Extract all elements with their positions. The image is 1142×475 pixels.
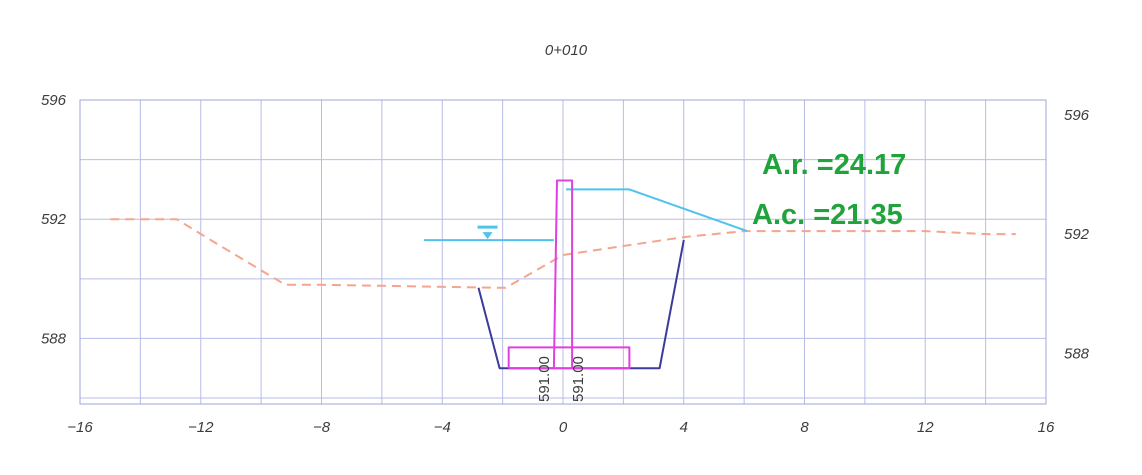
left-level-label: 591.00: [536, 356, 553, 402]
x-tick-label: 0: [559, 419, 568, 436]
x-tick-label: 8: [800, 419, 809, 436]
series-line-1: [110, 218, 1016, 289]
water-level-icon: [482, 232, 493, 240]
grid: [79, 99, 1047, 404]
series-line-6: [507, 346, 631, 370]
x-tick-label: −4: [434, 419, 451, 436]
area-ar-label: A.r. =24.17: [762, 149, 906, 181]
series-line-7: [552, 179, 574, 370]
tick-labels: −16 −12 −8 −4 0 4 8 12 16 596 596 592 592 588 588: [41, 92, 1090, 436]
y-tick-label-left: 596: [41, 92, 67, 109]
series-line-5: [572, 239, 685, 370]
area-ac-label: A.c. =21.35: [752, 199, 903, 231]
x-tick-label: −16: [67, 419, 93, 436]
y-tick-label-left: 588: [41, 330, 67, 347]
y-tick-label-right: 596: [1064, 107, 1090, 124]
plot-border: [79, 99, 1047, 405]
y-tick-label-left: 592: [41, 211, 67, 228]
x-tick-label: 12: [917, 419, 934, 436]
chart-title: 0+010: [545, 42, 588, 59]
plot-frame: [79, 99, 1047, 405]
series-line-3: [566, 188, 748, 233]
x-tick-label: 16: [1038, 419, 1055, 436]
y-tick-label-right: 592: [1064, 226, 1090, 243]
right-level-label: 591.00: [570, 356, 587, 402]
x-tick-label: −8: [313, 419, 331, 436]
series-layer: [110, 179, 1016, 370]
x-tick-label: 4: [680, 419, 688, 436]
x-tick-label: −12: [188, 419, 214, 436]
y-tick-label-right: 588: [1064, 345, 1090, 362]
